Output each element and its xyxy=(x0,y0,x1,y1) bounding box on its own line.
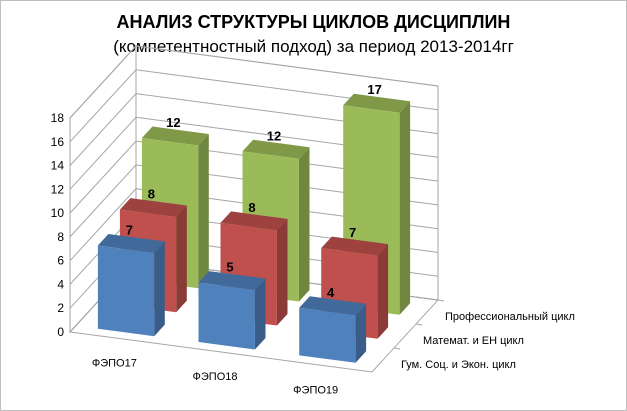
gridline xyxy=(69,69,439,143)
bar-front xyxy=(97,245,155,337)
data-label: 12 xyxy=(166,115,180,130)
bar-top xyxy=(97,234,165,253)
gridline xyxy=(69,188,439,262)
bar-side xyxy=(198,134,209,289)
category-label: ФЭПО19 xyxy=(293,384,338,396)
data-label: 8 xyxy=(248,200,255,215)
gridline xyxy=(69,93,439,166)
chart-subtitle: (компетентностный подход) за период 2013… xyxy=(113,37,514,56)
data-label: 7 xyxy=(349,225,356,240)
series-label: Профессиональный цикл xyxy=(445,311,575,323)
y-tick-label: 8 xyxy=(57,230,64,244)
data-label: 7 xyxy=(126,222,133,237)
bar-side xyxy=(176,205,187,313)
bar-top xyxy=(119,198,187,217)
y-tick-label: 4 xyxy=(57,277,64,291)
depth-tick xyxy=(437,299,445,302)
series-label: Математ. и ЕН цикл xyxy=(423,335,524,347)
data-label: 12 xyxy=(267,128,281,143)
bar-side xyxy=(254,278,266,350)
gridline xyxy=(69,116,439,190)
bar-top xyxy=(242,139,310,159)
data-label: 8 xyxy=(148,187,155,202)
bar-side xyxy=(355,303,367,363)
bar-side xyxy=(154,241,165,337)
y-tick-label: 6 xyxy=(57,254,64,268)
data-label: 4 xyxy=(327,285,335,300)
bar-top xyxy=(299,296,367,316)
bar-front xyxy=(299,307,356,363)
data-label: 5 xyxy=(226,260,233,275)
category-label: ФЭПО17 xyxy=(92,358,137,370)
y-tick-label: 16 xyxy=(51,135,65,149)
gridline xyxy=(69,140,439,214)
bar-side xyxy=(377,244,389,339)
bar-top xyxy=(141,126,209,146)
category-label: ФЭПО18 xyxy=(193,371,238,383)
depth-tick xyxy=(393,347,401,350)
gridline xyxy=(69,45,439,119)
bar-top xyxy=(321,236,389,256)
bar xyxy=(299,296,367,363)
y-tick-label: 2 xyxy=(57,301,64,315)
depth-tick xyxy=(415,323,423,326)
gridline xyxy=(69,164,439,238)
bar-front xyxy=(198,282,255,350)
bar xyxy=(97,234,165,337)
bar-side xyxy=(276,218,288,326)
y-tick-label: 12 xyxy=(51,182,65,196)
bar-top xyxy=(198,271,266,290)
bar-side xyxy=(399,101,411,315)
bar-top xyxy=(343,93,411,113)
bar xyxy=(198,271,266,350)
series-label: Гум. Соц. и Экон. цикл xyxy=(401,359,516,371)
y-tick-label: 0 xyxy=(57,325,64,339)
y-tick-label: 14 xyxy=(51,159,65,173)
data-label: 17 xyxy=(367,82,381,97)
chart-title: АНАЛИЗ СТРУКТУРЫ ЦИКЛОВ ДИСЦИПЛИН xyxy=(116,12,511,32)
bar-top xyxy=(220,211,288,231)
y-tick-label: 18 xyxy=(51,111,65,125)
bar-side xyxy=(298,147,310,302)
y-tick-label: 10 xyxy=(51,206,65,220)
